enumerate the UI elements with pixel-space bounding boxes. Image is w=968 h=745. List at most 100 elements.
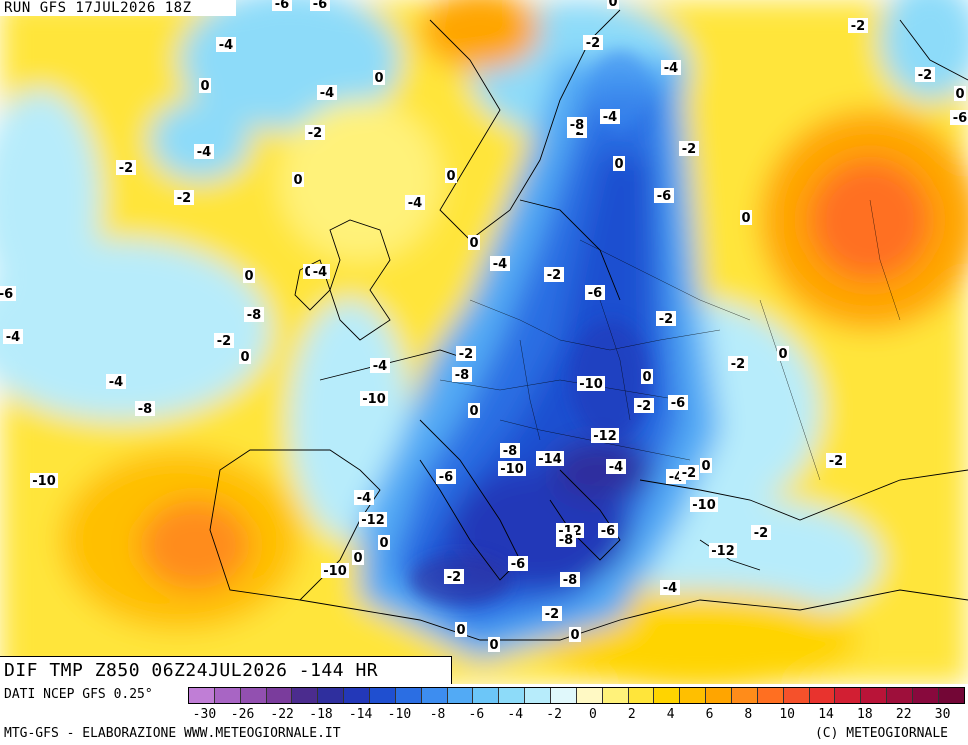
color-swatch	[318, 688, 345, 703]
svg-text:-2: -2	[682, 466, 696, 481]
svg-text:0: 0	[200, 79, 209, 94]
color-swatch	[499, 688, 526, 703]
svg-text:0: 0	[244, 269, 253, 284]
svg-text:-2: -2	[308, 126, 322, 141]
contour-label: 0	[352, 550, 364, 566]
svg-text:0: 0	[570, 628, 579, 643]
contour-label: -10	[30, 473, 58, 489]
svg-text:-8: -8	[563, 573, 577, 588]
contour-label: 0	[954, 86, 966, 102]
tick-label: -18	[309, 707, 333, 722]
tick-label: -22	[270, 707, 294, 722]
tick-label: -2	[546, 707, 562, 722]
contour-label: 0	[569, 627, 581, 643]
svg-text:-2: -2	[547, 268, 561, 283]
svg-text:-14: -14	[538, 452, 562, 467]
contour-label: -4	[354, 490, 374, 506]
svg-text:-4: -4	[6, 330, 20, 345]
legend-panel: DATI NCEP GFS 0.25° -30 -26 -22 -18 -14 -10 -8…	[0, 684, 968, 745]
svg-text:0: 0	[293, 173, 302, 188]
svg-text:-10: -10	[500, 462, 524, 477]
svg-text:0: 0	[741, 211, 750, 226]
contour-label: 0	[488, 637, 500, 653]
svg-text:-6: -6	[601, 524, 615, 539]
color-swatch	[576, 688, 603, 703]
contour-label: 0	[613, 156, 625, 172]
contour-label: -4	[317, 85, 337, 101]
svg-text:-4: -4	[373, 359, 387, 374]
svg-text:-4: -4	[493, 257, 507, 272]
svg-text:-4: -4	[408, 196, 422, 211]
color-swatch	[395, 688, 422, 703]
color-swatch	[214, 688, 241, 703]
contour-label: 0	[740, 210, 752, 226]
contour-label: -2	[679, 141, 699, 157]
color-swatch	[473, 688, 500, 703]
tick-label: -6	[468, 707, 485, 722]
contour-label: -6	[598, 523, 618, 539]
contour-label: -2	[634, 398, 654, 414]
svg-text:-8: -8	[247, 308, 261, 323]
svg-text:-6: -6	[953, 111, 967, 126]
contour-label: -8	[244, 307, 264, 323]
contour-label: -4	[600, 109, 620, 125]
svg-text:-4: -4	[320, 86, 334, 101]
tick-label: -4	[507, 707, 524, 722]
contour-label: -12	[591, 428, 619, 444]
svg-text:-6: -6	[275, 0, 289, 12]
contour-label: 0	[243, 268, 255, 284]
contour-label: -6	[950, 110, 968, 126]
svg-text:-10: -10	[32, 474, 56, 489]
temperature-anomaly-map[interactable]: -6-60-2-40-4-20-20-4-2-4-4-2-8-6-20-200-…	[0, 0, 968, 684]
color-swatch	[344, 688, 371, 703]
contour-label: -6	[310, 0, 330, 12]
contour-label: -8	[500, 443, 520, 459]
tick-label: 0	[589, 707, 597, 722]
color-scale	[188, 687, 965, 704]
svg-text:-12: -12	[711, 544, 735, 559]
contour-label: -2	[214, 333, 234, 349]
contour-label: -2	[751, 525, 771, 541]
contour-label: 0	[468, 403, 480, 419]
svg-text:-4: -4	[663, 581, 677, 596]
svg-text:0: 0	[642, 370, 651, 385]
svg-text:-4: -4	[603, 110, 617, 125]
color-swatch	[370, 688, 396, 703]
color-swatch	[628, 688, 655, 703]
svg-text:-4: -4	[664, 61, 678, 76]
contour-label: -2	[848, 18, 868, 34]
contour-label: 0	[445, 168, 457, 184]
svg-text:0: 0	[489, 638, 498, 653]
svg-text:-8: -8	[570, 118, 584, 133]
svg-text:-6: -6	[439, 470, 453, 485]
svg-text:-10: -10	[579, 377, 603, 392]
contour-label: -2	[174, 190, 194, 206]
contour-label: -6	[436, 469, 456, 485]
svg-text:-2: -2	[177, 191, 191, 206]
color-swatch	[757, 688, 784, 703]
svg-text:-2: -2	[447, 570, 461, 585]
svg-text:-4: -4	[313, 265, 327, 280]
contour-label: -6	[0, 286, 16, 302]
contour-label: -4	[370, 358, 390, 374]
color-swatch	[887, 688, 914, 703]
color-swatch	[421, 688, 448, 703]
contour-label: -4	[490, 256, 510, 272]
tick-label: -30	[192, 707, 217, 722]
contour-labels: -6-60-2-40-4-20-20-4-2-4-4-2-8-6-20-200-…	[0, 0, 968, 653]
svg-text:0: 0	[374, 71, 383, 86]
contour-label: -14	[536, 451, 564, 467]
contour-label: 0	[239, 349, 251, 365]
svg-text:0: 0	[469, 404, 478, 419]
contour-label: -12	[709, 543, 737, 559]
contour-label: 0	[777, 346, 789, 362]
svg-text:-4: -4	[219, 38, 233, 53]
svg-text:0: 0	[353, 551, 362, 566]
color-swatch	[654, 688, 681, 703]
color-swatch	[240, 688, 267, 703]
svg-text:-12: -12	[593, 429, 617, 444]
color-scale-ticks: -30 -26 -22 -18 -14 -10 -8 -6 -4 -2 0 2 4 6 8 10 14 18 22 3…	[188, 707, 965, 723]
svg-text:-2: -2	[119, 161, 133, 176]
svg-text:0: 0	[701, 459, 710, 474]
contour-label: -2	[116, 160, 136, 176]
